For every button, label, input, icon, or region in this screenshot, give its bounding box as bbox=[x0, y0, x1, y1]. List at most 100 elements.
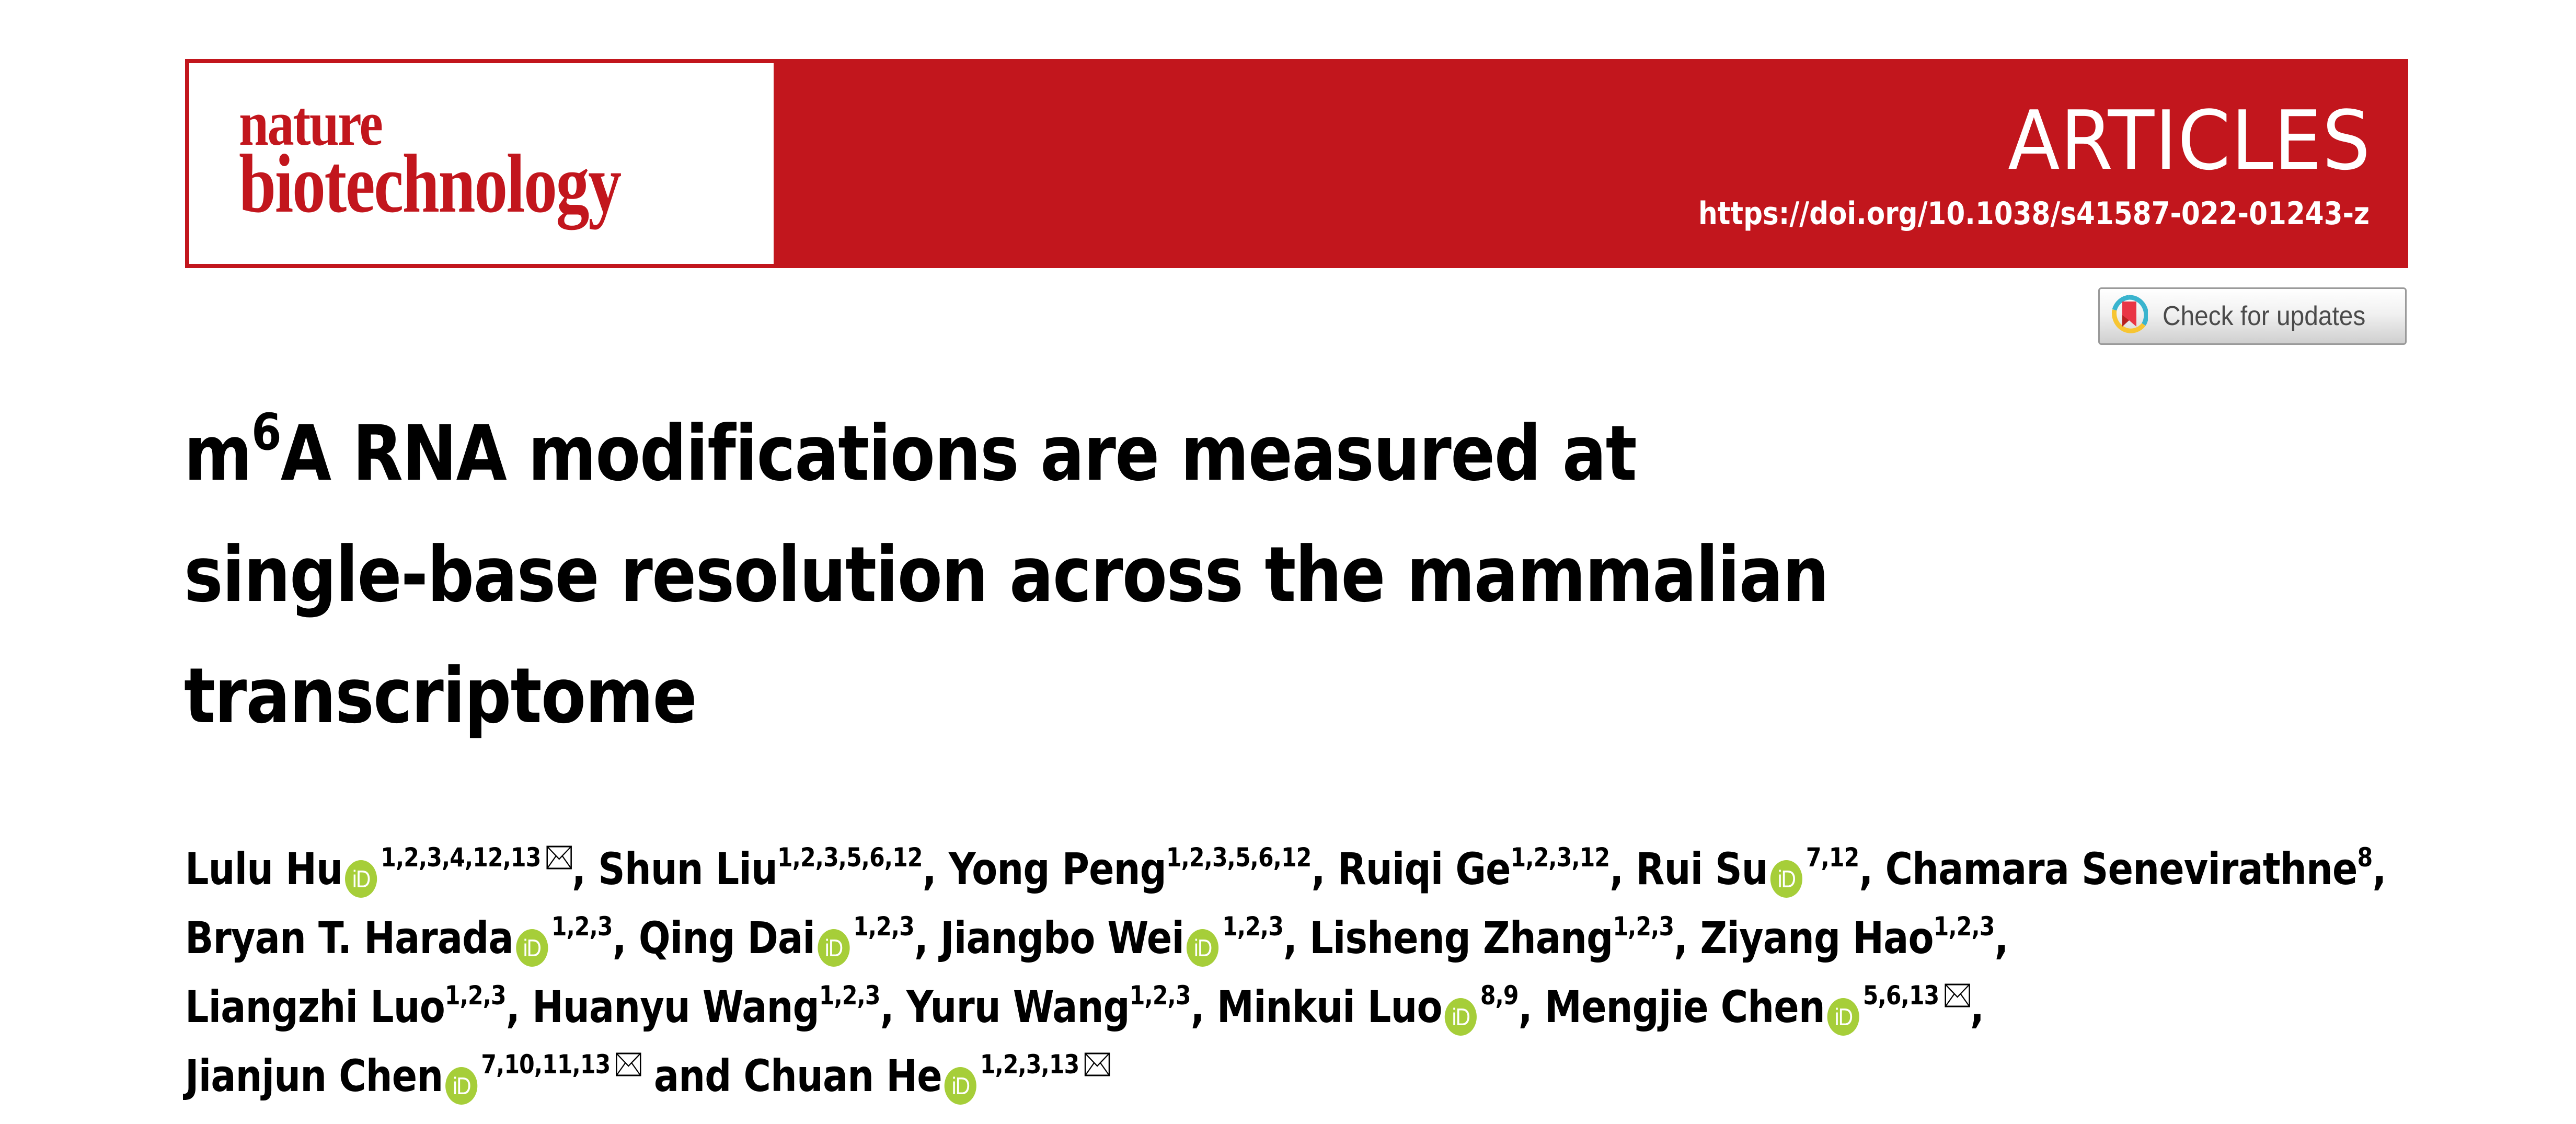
author: Bryan T. Harada iD1,2,3, bbox=[185, 911, 639, 967]
author-name[interactable]: Minkui Luo bbox=[1216, 981, 1443, 1033]
affiliation-numbers: 1,2,3,12 bbox=[1510, 842, 1610, 873]
author: Chamara Senevirathne8, bbox=[1885, 842, 2387, 895]
author-name[interactable]: Rui Su bbox=[1636, 843, 1768, 895]
separator: , bbox=[612, 912, 639, 964]
section-label: ARTICLES bbox=[2007, 93, 2371, 188]
affiliation-numbers: 1,2,3 bbox=[1129, 980, 1191, 1011]
author-line-3: Liangzhi Luo1,2,3, Huanyu Wang1,2,3, Yur… bbox=[185, 961, 2273, 1036]
separator: , bbox=[571, 843, 599, 895]
affiliation-numbers: 1,2,3,5,6,12 bbox=[777, 842, 923, 873]
author-name[interactable]: Lisheng Zhang bbox=[1309, 912, 1613, 964]
separator: , bbox=[1674, 912, 1700, 964]
author-name[interactable]: Shun Liu bbox=[598, 843, 778, 895]
author-line-1: Lulu Hu iD1,2,3,4,12,13, Shun Liu1,2,3,5,… bbox=[185, 823, 2386, 898]
author-name[interactable]: Ruiqi Ge bbox=[1337, 843, 1511, 895]
author: Huanyu Wang1,2,3, bbox=[532, 980, 906, 1033]
author-name[interactable]: Yong Peng bbox=[948, 843, 1167, 895]
title-line-3: transcriptome bbox=[184, 652, 697, 740]
affiliation-numbers: 1,2,3 bbox=[1222, 911, 1284, 942]
separator: , bbox=[1994, 912, 2008, 964]
author: Rui Su iD7,12, bbox=[1636, 842, 1885, 898]
separator: , bbox=[922, 843, 949, 895]
affiliation-numbers: 1,2,3,5,6,12 bbox=[1166, 842, 1312, 873]
author: Ziyang Hao1,2,3, bbox=[1700, 911, 2008, 964]
journal-header: nature biotechnology ARTICLES https://do… bbox=[185, 59, 2408, 268]
author-list: Lulu Hu iD1,2,3,4,12,13, Shun Liu1,2,3,5,… bbox=[185, 823, 2576, 1105]
orcid-icon[interactable]: iD bbox=[1444, 998, 1477, 1036]
affiliation-numbers: 1,2,3,4,12,13 bbox=[381, 842, 541, 873]
affiliation-numbers: 7,12 bbox=[1806, 842, 1859, 873]
author-line-4: Jianjun Chen iD7,10,11,13 and Chuan He iD1… bbox=[185, 1030, 2273, 1105]
author-name[interactable]: Lulu Hu bbox=[185, 843, 343, 895]
author-name[interactable]: Jianjun Chen bbox=[185, 1050, 443, 1102]
affiliation-numbers: 8,9 bbox=[1480, 980, 1519, 1011]
envelope-icon[interactable] bbox=[615, 1052, 641, 1076]
author-name[interactable]: Liangzhi Luo bbox=[185, 981, 445, 1033]
author-name[interactable]: Jiangbo Wei bbox=[940, 912, 1184, 964]
author-name[interactable]: Huanyu Wang bbox=[532, 981, 820, 1033]
separator: , bbox=[505, 981, 533, 1033]
separator: , bbox=[1311, 843, 1338, 895]
author-name[interactable]: Chamara Senevirathne bbox=[1885, 843, 2358, 895]
separator: , bbox=[914, 912, 941, 964]
affiliation-numbers: 1,2,3 bbox=[1933, 911, 1995, 942]
title-m: m bbox=[184, 409, 252, 498]
author-name[interactable]: Mengjie Chen bbox=[1544, 981, 1825, 1033]
separator: , bbox=[1518, 981, 1545, 1033]
separator: and bbox=[641, 1050, 744, 1102]
affiliation-numbers: 1,2,3 bbox=[444, 980, 507, 1011]
crossmark-icon bbox=[2112, 295, 2148, 333]
article-title: m6A RNA modifications are measured at si… bbox=[184, 393, 2096, 757]
orcid-icon[interactable]: iD bbox=[515, 929, 548, 967]
affiliation-numbers: 1,2,3 bbox=[853, 911, 915, 942]
affiliation-numbers: 1,2,3 bbox=[1613, 911, 1674, 942]
separator: , bbox=[1283, 912, 1310, 964]
separator: , bbox=[1859, 843, 1885, 895]
journal-logo[interactable]: nature biotechnology bbox=[189, 63, 774, 264]
orcid-icon[interactable]: iD bbox=[1187, 929, 1219, 967]
author-name[interactable]: Yuru Wang bbox=[906, 981, 1130, 1033]
author-name[interactable]: Ziyang Hao bbox=[1700, 912, 1934, 964]
author: Minkui Luo iD8,9, bbox=[1216, 980, 1545, 1036]
separator: , bbox=[1190, 981, 1217, 1033]
title-line-1: m6A RNA modifications are measured at bbox=[184, 393, 1828, 514]
title-line-1-text: A RNA modifications are measured at bbox=[280, 409, 1637, 498]
author: Mengjie Chen iD5,6,13, bbox=[1544, 980, 1984, 1036]
orcid-icon[interactable]: iD bbox=[944, 1067, 977, 1105]
author-name[interactable]: Chuan He bbox=[743, 1050, 942, 1102]
author: Lisheng Zhang1,2,3, bbox=[1309, 911, 1700, 964]
title-line-2: single-base resolution across the mammal… bbox=[184, 530, 1829, 619]
author: Ruiqi Ge1,2,3,12, bbox=[1337, 842, 1636, 895]
author: Liangzhi Luo1,2,3, bbox=[185, 980, 533, 1033]
author-name[interactable]: Bryan T. Harada bbox=[185, 912, 514, 964]
envelope-icon[interactable] bbox=[1084, 1052, 1110, 1076]
doi-link[interactable]: https://doi.org/10.1038/s41587-022-01243… bbox=[1698, 195, 2370, 232]
separator: , bbox=[880, 981, 906, 1033]
orcid-icon[interactable]: iD bbox=[818, 929, 850, 967]
author: Shun Liu1,2,3,5,6,12, bbox=[598, 842, 949, 895]
author-name[interactable]: Qing Dai bbox=[638, 912, 815, 964]
orcid-icon[interactable]: iD bbox=[1827, 998, 1860, 1036]
author: Lulu Hu iD1,2,3,4,12,13, bbox=[185, 842, 599, 898]
orcid-icon[interactable]: iD bbox=[445, 1067, 478, 1105]
author: Jiangbo Wei iD1,2,3, bbox=[940, 911, 1310, 967]
affiliation-numbers: 8 bbox=[2357, 842, 2373, 873]
affiliation-numbers: 1,2,3 bbox=[819, 980, 881, 1011]
title-superscript-6: 6 bbox=[251, 403, 281, 462]
orcid-icon[interactable]: iD bbox=[1770, 860, 1803, 898]
orcid-icon[interactable]: iD bbox=[345, 860, 377, 898]
author: Yuru Wang1,2,3, bbox=[906, 980, 1217, 1033]
logo-biotechnology-text: biotechnology bbox=[239, 137, 622, 230]
logo-nature-text: nature bbox=[239, 88, 383, 159]
author: Qing Dai iD1,2,3, bbox=[638, 911, 941, 967]
author-line-2: Bryan T. Harada iD1,2,3, Qing Dai iD1,2,3,… bbox=[185, 892, 2273, 967]
author: Jianjun Chen iD7,10,11,13 and bbox=[185, 1049, 744, 1105]
envelope-icon[interactable] bbox=[546, 845, 572, 870]
affiliation-numbers: 7,10,11,13 bbox=[481, 1049, 611, 1080]
affiliation-numbers: 5,6,13 bbox=[1862, 980, 1939, 1011]
author: Chuan He iD1,2,3,13 bbox=[743, 1049, 1110, 1105]
envelope-icon[interactable] bbox=[1945, 983, 1970, 1007]
check-for-updates-label: Check for updates bbox=[2163, 301, 2366, 331]
separator: , bbox=[2372, 843, 2386, 895]
check-for-updates-button[interactable]: Check for updates bbox=[2098, 287, 2407, 345]
